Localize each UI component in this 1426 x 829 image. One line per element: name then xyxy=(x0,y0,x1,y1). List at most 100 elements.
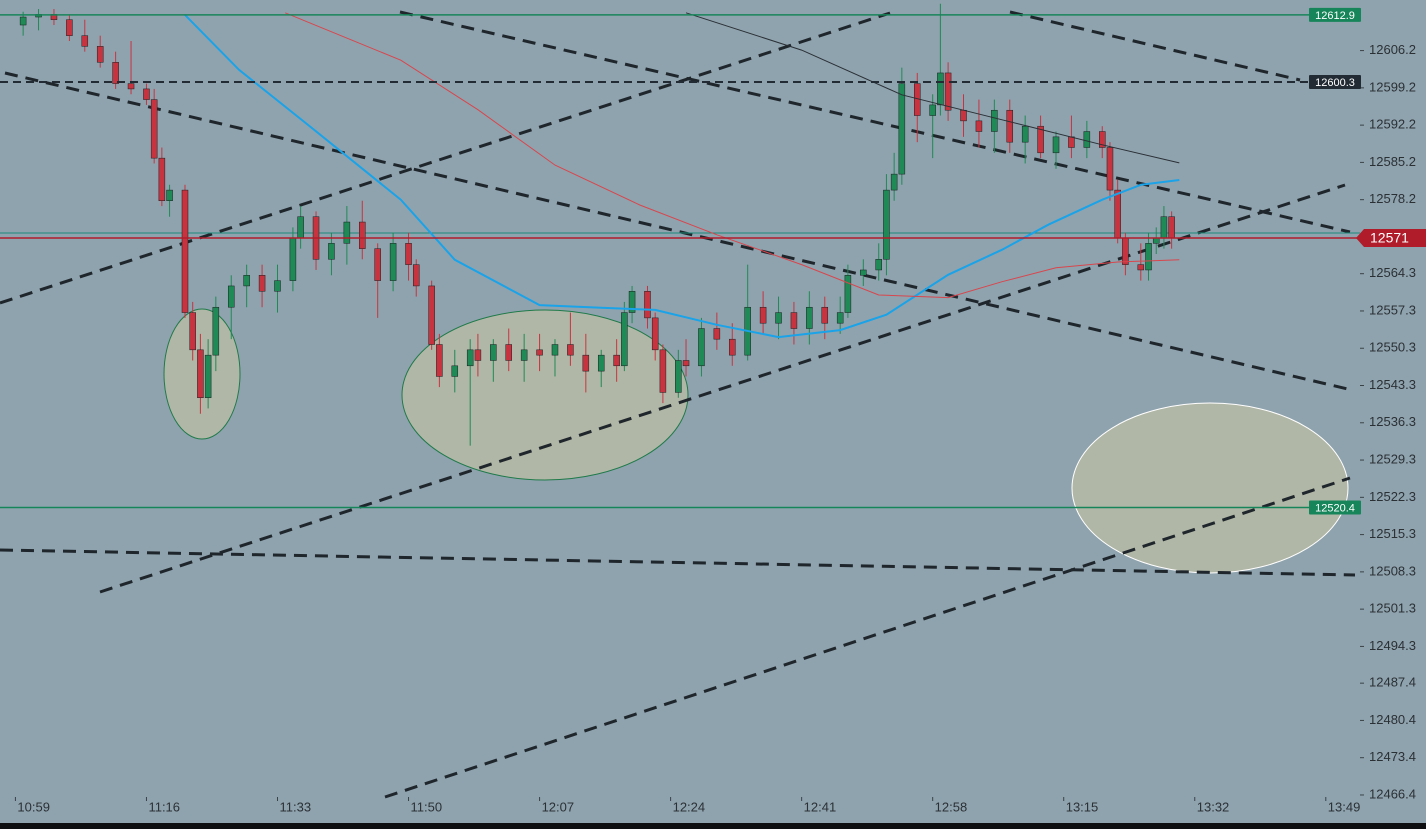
candle-body xyxy=(806,306,813,329)
y-tick-label: 12466.4 xyxy=(1369,786,1416,801)
trend-line xyxy=(0,548,1356,577)
candle-body xyxy=(297,216,304,239)
candle-body xyxy=(212,306,220,356)
moving-average xyxy=(285,12,1180,299)
candle-body xyxy=(1168,216,1175,239)
y-tick-label: 12536.3 xyxy=(1369,414,1416,429)
candle-body xyxy=(729,338,736,356)
candle-body xyxy=(19,16,27,26)
x-tick-label: 10:59 xyxy=(17,799,50,814)
x-tick-label: 13:49 xyxy=(1328,799,1361,814)
candle-body xyxy=(929,104,936,116)
price-label-box xyxy=(1309,500,1361,515)
y-tick-label: 12606.2 xyxy=(1369,42,1416,57)
trend-line xyxy=(384,476,1351,799)
candle-body xyxy=(775,312,782,324)
candle-body xyxy=(1052,136,1060,154)
candle-body xyxy=(883,189,890,260)
trend-line xyxy=(99,183,1346,594)
price-label: 12600.3 xyxy=(1315,77,1355,89)
candle-body xyxy=(937,72,944,106)
y-tick-label: 12557.3 xyxy=(1369,302,1416,317)
candle-body xyxy=(466,349,474,367)
candle-body xyxy=(597,354,605,372)
trend-line xyxy=(0,11,891,305)
candle-body xyxy=(189,312,196,351)
moving-average xyxy=(184,14,1180,339)
candle-body xyxy=(860,269,867,276)
candle-body xyxy=(1068,136,1075,148)
price-label: 12612.9 xyxy=(1315,10,1355,22)
candle-body xyxy=(143,88,150,100)
candle-body xyxy=(567,344,574,356)
candle-body xyxy=(759,306,767,324)
candle-body xyxy=(960,109,967,122)
candle-body xyxy=(243,275,250,287)
candle-body xyxy=(428,285,435,345)
candle-body xyxy=(898,83,906,175)
x-tick-label: 12:24 xyxy=(673,799,706,814)
candle-body xyxy=(1021,125,1029,143)
y-tick-label: 12487.4 xyxy=(1369,675,1416,690)
price-label-box xyxy=(1309,75,1361,89)
candle-body xyxy=(821,306,829,324)
x-tick-label: 13:15 xyxy=(1066,799,1099,814)
candle-body xyxy=(1137,264,1145,271)
candle-body xyxy=(644,291,651,319)
candle-body xyxy=(651,317,659,351)
price-label: 12571 xyxy=(1370,230,1409,246)
candle-body xyxy=(1122,237,1129,265)
candle-body xyxy=(412,264,420,287)
y-tick-label: 12550.3 xyxy=(1369,340,1416,355)
highlight-ellipse xyxy=(401,309,689,481)
candle-body xyxy=(991,109,998,132)
candle-body xyxy=(628,291,636,313)
candle-body xyxy=(944,72,952,111)
candle-body xyxy=(1037,125,1044,154)
price-label-box xyxy=(1309,7,1361,22)
y-tick-label: 12522.3 xyxy=(1369,489,1416,504)
candle-body xyxy=(405,243,412,265)
candle-body xyxy=(1099,131,1106,148)
x-tick-label: 12:07 xyxy=(542,799,575,814)
candle-body xyxy=(204,354,212,399)
x-tick-label: 11:16 xyxy=(148,799,180,814)
y-tick-label: 12592.2 xyxy=(1369,117,1416,132)
candle-body xyxy=(621,312,628,367)
candle-body xyxy=(197,349,204,399)
candle-body xyxy=(551,344,559,356)
y-tick-label: 12508.3 xyxy=(1369,563,1416,578)
candle-body xyxy=(844,275,852,313)
y-tick-label: 12515.3 xyxy=(1369,526,1416,541)
candle-body xyxy=(713,328,721,340)
bottom-bar xyxy=(0,823,1426,829)
candle-body xyxy=(659,349,667,393)
candle-body xyxy=(158,157,166,201)
y-tick-label: 12529.3 xyxy=(1369,451,1416,466)
moving-average xyxy=(685,12,1180,164)
candle-body xyxy=(112,62,119,84)
candle-body xyxy=(582,354,590,372)
candle-body xyxy=(166,189,173,201)
candle-body xyxy=(451,365,459,377)
y-tick-label: 12585.2 xyxy=(1369,154,1416,169)
x-tick-label: 11:33 xyxy=(279,799,311,814)
candle-body xyxy=(274,280,281,292)
candle-body xyxy=(1083,131,1091,148)
x-tick-label: 13:32 xyxy=(1197,799,1230,814)
y-tick-label: 12494.3 xyxy=(1369,638,1416,653)
candle-body xyxy=(1106,147,1114,191)
trend-line xyxy=(1009,10,1301,82)
y-tick-label: 12578.2 xyxy=(1369,191,1416,206)
candle-body xyxy=(258,275,266,292)
trend-line xyxy=(399,10,1351,234)
candle-body xyxy=(536,349,543,356)
candle-body xyxy=(836,312,844,324)
candle-body xyxy=(374,248,381,281)
candle-body xyxy=(436,344,443,377)
candle-body xyxy=(328,243,335,260)
y-tick-label: 12599.2 xyxy=(1369,79,1416,94)
candle-body xyxy=(96,46,104,63)
candle-body xyxy=(1160,216,1168,239)
